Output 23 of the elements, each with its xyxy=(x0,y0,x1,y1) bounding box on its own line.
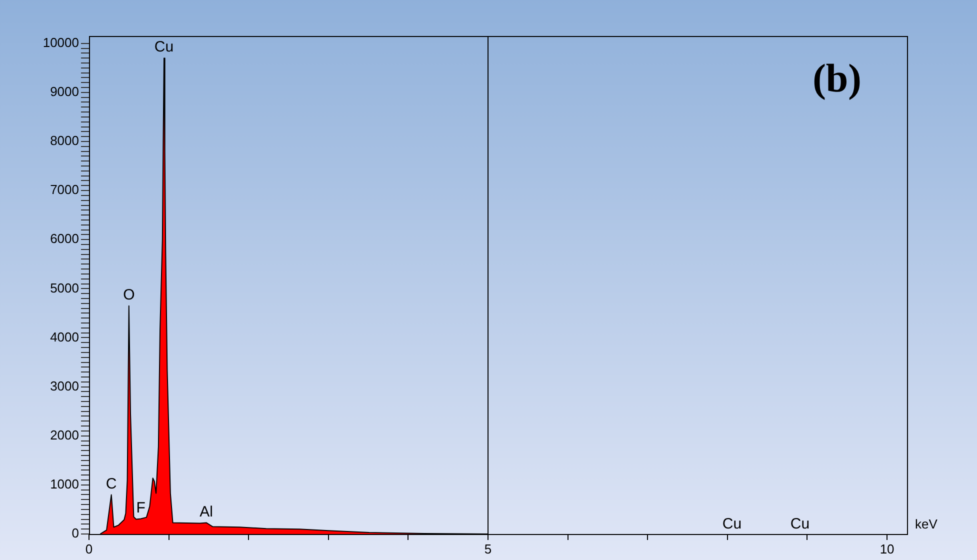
y-tick-label: 10000 xyxy=(42,34,79,50)
y-tick-label: 7000 xyxy=(50,182,79,198)
x-tick-label: 0 xyxy=(85,541,93,556)
text: (b) xyxy=(812,55,862,100)
y-tick-label: 9000 xyxy=(50,84,79,99)
annotation: Cu xyxy=(722,516,742,533)
y-tick-label: 3000 xyxy=(50,378,79,394)
annotation: C xyxy=(106,475,117,492)
annotation: F xyxy=(136,499,146,516)
x-tick-label: 5 xyxy=(484,541,492,556)
y-tick-label: 0 xyxy=(72,526,79,541)
y-tick-label: 4000 xyxy=(50,329,79,344)
y-tick-label: 5000 xyxy=(50,280,79,296)
y-tick-label: 8000 xyxy=(50,133,79,148)
annotation: Cu xyxy=(790,516,810,533)
annotation: O xyxy=(123,286,135,304)
x-axis-title: keV xyxy=(915,516,938,532)
y-tick-label: 6000 xyxy=(50,231,79,246)
x-tick-label: 10 xyxy=(880,541,894,556)
y-tick-label: 2000 xyxy=(50,427,79,442)
annotation: Al xyxy=(200,503,213,520)
y-tick-label: 1000 xyxy=(50,476,79,492)
annotation: Cu xyxy=(154,38,174,56)
